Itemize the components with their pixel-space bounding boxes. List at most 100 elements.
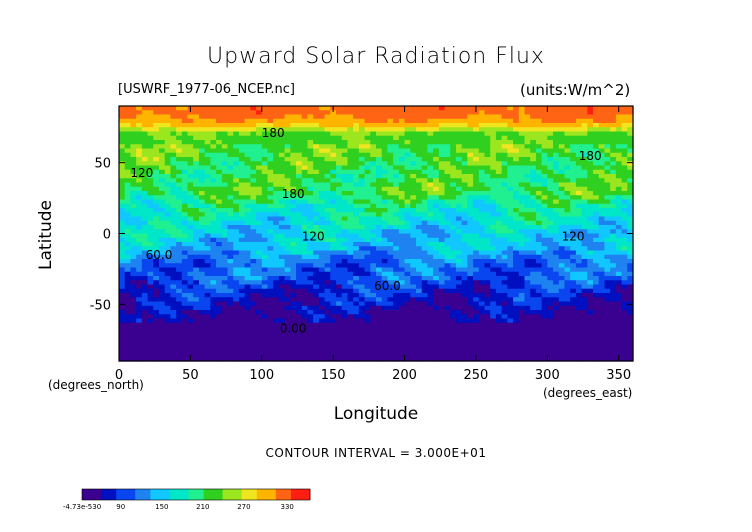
heat-cell bbox=[621, 216, 628, 222]
heat-cell bbox=[564, 178, 571, 184]
heat-cell bbox=[187, 335, 194, 341]
heat-cell bbox=[501, 254, 508, 260]
heat-cell bbox=[490, 216, 497, 222]
heat-cell bbox=[387, 318, 394, 324]
heat-cell bbox=[438, 178, 446, 184]
heat-cell bbox=[558, 327, 566, 332]
heat-cell bbox=[301, 127, 309, 133]
heat-cell bbox=[216, 276, 223, 281]
heat-cell bbox=[467, 250, 474, 256]
heat-cell bbox=[455, 305, 463, 311]
heat-cell bbox=[176, 297, 183, 303]
heat-cell bbox=[261, 174, 269, 179]
heat-cell bbox=[410, 250, 417, 256]
heat-cell bbox=[541, 271, 548, 277]
heat-cell bbox=[524, 267, 531, 273]
heat-cell bbox=[587, 140, 594, 145]
heat-cell bbox=[278, 229, 286, 235]
heat-cell bbox=[250, 127, 257, 133]
heat-cell bbox=[581, 216, 588, 222]
heat-cell bbox=[233, 131, 240, 137]
heat-cell bbox=[478, 114, 486, 120]
heat-cell bbox=[581, 178, 588, 184]
heat-cell bbox=[438, 322, 446, 328]
heat-cell bbox=[433, 191, 440, 196]
heat-cell bbox=[158, 140, 166, 145]
heat-cell bbox=[296, 208, 303, 213]
heat-cell bbox=[398, 263, 406, 269]
heat-cell bbox=[484, 220, 491, 226]
heat-cell bbox=[267, 267, 274, 273]
heat-cell bbox=[404, 327, 411, 332]
heat-cell bbox=[284, 293, 291, 298]
heat-cell bbox=[421, 106, 428, 111]
heat-cell bbox=[267, 331, 274, 337]
heat-cell bbox=[216, 297, 223, 303]
heat-cell bbox=[324, 220, 331, 226]
heat-cell bbox=[290, 276, 297, 281]
heat-cell bbox=[461, 178, 468, 184]
heat-cell bbox=[461, 110, 468, 116]
heat-cell bbox=[547, 314, 554, 320]
heat-cell bbox=[176, 161, 183, 167]
heat-cell bbox=[147, 131, 154, 137]
heat-cell bbox=[610, 288, 617, 294]
heat-cell bbox=[244, 203, 251, 209]
heat-cell bbox=[238, 233, 246, 239]
heat-cell bbox=[610, 161, 617, 167]
heat-cell bbox=[495, 335, 503, 341]
heat-cell bbox=[290, 331, 297, 337]
heat-cell bbox=[621, 140, 628, 145]
heat-cell bbox=[244, 327, 251, 332]
heat-cell bbox=[313, 110, 320, 116]
heat-cell bbox=[587, 322, 594, 328]
heat-cell bbox=[450, 229, 457, 235]
heat-cell bbox=[376, 297, 383, 303]
heat-cell bbox=[153, 293, 160, 298]
heat-cell bbox=[433, 242, 440, 247]
heat-cell bbox=[370, 161, 377, 167]
heat-cell bbox=[490, 174, 497, 179]
heat-cell bbox=[467, 293, 474, 298]
heat-cell bbox=[267, 246, 274, 252]
heat-cell bbox=[221, 174, 229, 179]
heat-cell bbox=[124, 339, 132, 345]
heat-cell bbox=[444, 178, 451, 184]
heat-cell bbox=[313, 331, 320, 337]
heat-cell bbox=[284, 276, 291, 281]
heat-cell bbox=[558, 331, 566, 337]
heat-cell bbox=[473, 216, 480, 222]
heat-cell bbox=[467, 182, 474, 188]
heat-cell bbox=[267, 297, 274, 303]
heat-cell bbox=[627, 212, 634, 218]
heat-cell bbox=[370, 123, 377, 128]
heat-cell bbox=[256, 318, 263, 324]
heat-cell bbox=[164, 339, 171, 345]
heat-cell bbox=[467, 216, 474, 222]
heat-cell bbox=[164, 293, 171, 298]
heat-cell bbox=[147, 114, 154, 120]
heat-cell bbox=[415, 259, 423, 264]
heat-cell bbox=[136, 157, 143, 162]
heat-cell bbox=[244, 310, 251, 315]
heat-cell bbox=[153, 182, 160, 188]
heat-cell bbox=[301, 216, 309, 222]
heat-cell bbox=[393, 318, 400, 324]
heat-cell bbox=[147, 140, 154, 145]
heat-cell bbox=[410, 310, 417, 315]
heat-cell bbox=[478, 331, 486, 337]
heat-cell bbox=[553, 271, 560, 277]
heat-cell bbox=[581, 182, 588, 188]
heat-cell bbox=[450, 191, 457, 196]
heat-cell bbox=[318, 297, 326, 303]
heat-cell bbox=[604, 331, 611, 337]
heat-cell bbox=[341, 263, 349, 269]
heat-cell bbox=[313, 293, 320, 298]
heat-cell bbox=[604, 259, 611, 264]
heat-cell bbox=[198, 327, 206, 332]
heat-cell bbox=[495, 114, 503, 120]
heat-cell bbox=[273, 127, 280, 133]
heat-cell bbox=[575, 144, 583, 150]
heat-cell bbox=[296, 280, 303, 286]
heat-cell bbox=[244, 267, 251, 273]
